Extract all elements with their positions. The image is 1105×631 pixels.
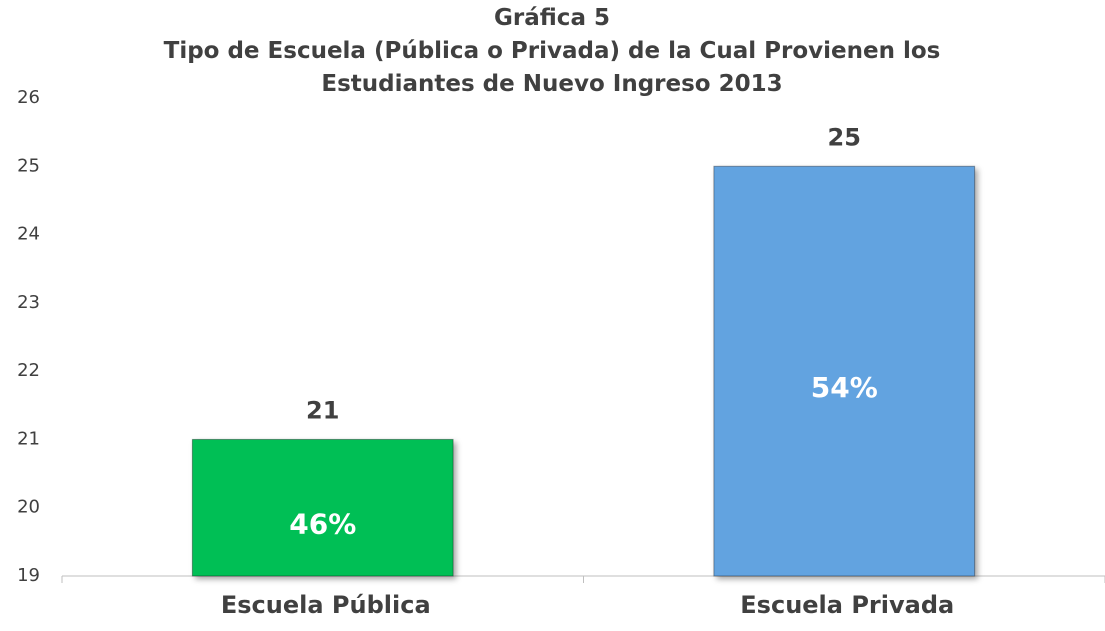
y-tick-label: 20 xyxy=(17,497,40,518)
y-tick-label: 21 xyxy=(17,428,40,449)
data-label: 21 xyxy=(306,396,339,424)
y-tick-label: 22 xyxy=(17,360,40,381)
y-tick-label: 23 xyxy=(17,292,40,313)
y-tick-label: 25 xyxy=(17,155,40,176)
x-tick-label: Escuela Privada xyxy=(740,591,954,619)
bar xyxy=(713,165,976,577)
percent-label: 46% xyxy=(289,508,356,541)
chart-subtitle: Tipo de Escuela (Pública o Privada) de l… xyxy=(163,38,941,97)
chart-heading: Gráfica 5 Tipo de Escuela (Pública o Pri… xyxy=(152,2,952,101)
percent-label: 54% xyxy=(811,371,878,404)
chart-title: Gráfica 5 xyxy=(494,5,610,31)
y-tick-label: 26 xyxy=(17,87,40,108)
x-tick-label: Escuela Pública xyxy=(221,591,431,619)
y-tick-label: 19 xyxy=(17,565,40,586)
bar xyxy=(191,438,454,577)
y-tick-label: 24 xyxy=(17,224,40,245)
data-label: 25 xyxy=(828,123,861,151)
